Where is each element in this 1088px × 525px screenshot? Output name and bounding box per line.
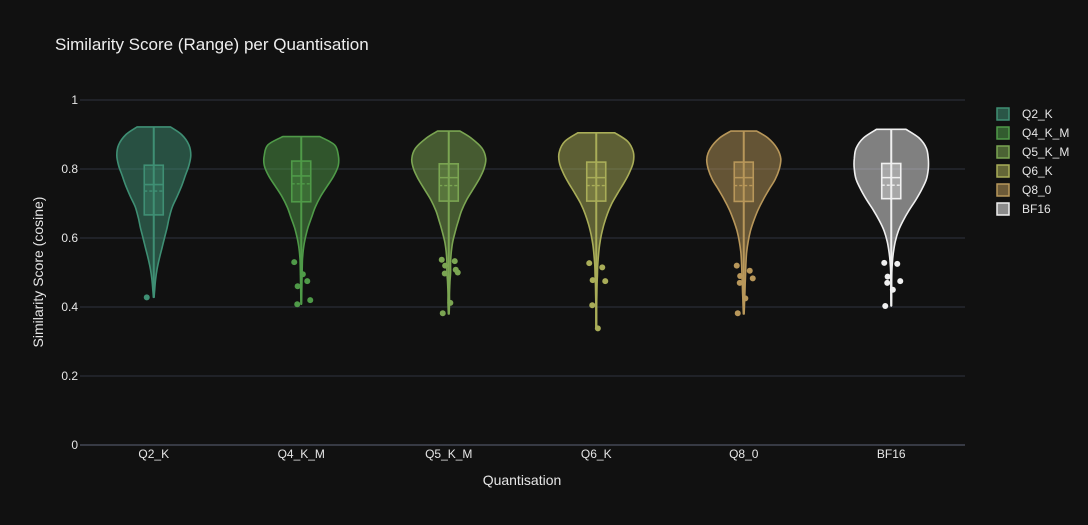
legend-swatch	[996, 126, 1010, 140]
legend-label: Q6_K	[1022, 164, 1053, 178]
legend: Q2_K Q4_K_M Q5_K_M Q6_K Q8_0 BF16	[996, 107, 1069, 216]
outlier-point	[438, 256, 445, 263]
outlier-point	[299, 271, 306, 278]
chart-title: Similarity Score (Range) per Quantisatio…	[55, 35, 369, 54]
box	[290, 160, 312, 203]
legend-item-q4-k-m: Q4_K_M	[996, 126, 1069, 140]
box	[585, 161, 607, 202]
x-tick-label: BF16	[877, 447, 906, 461]
outlier-point	[294, 301, 301, 308]
outlier-point	[602, 278, 609, 285]
outlier-point	[749, 275, 756, 282]
outlier-point	[307, 297, 314, 304]
box	[880, 162, 902, 200]
outlier-point	[742, 295, 749, 302]
legend-item-q8-0: Q8_0	[996, 183, 1052, 197]
outlier-point	[442, 262, 449, 269]
legend-item-q2-k: Q2_K	[996, 107, 1053, 121]
outlier-point	[746, 267, 753, 274]
y-tick-label: 0.6	[61, 231, 78, 245]
y-tick-label: 0.8	[61, 162, 78, 176]
legend-label: Q4_K_M	[1022, 126, 1069, 140]
outlier-point	[441, 270, 448, 277]
outlier-point	[733, 262, 740, 269]
outlier-point	[447, 299, 454, 306]
x-tick-label: Q2_K	[138, 447, 169, 461]
y-tick-label: 0	[71, 438, 78, 452]
outlier-point	[291, 259, 298, 266]
violins-layer	[116, 126, 930, 332]
y-axis-title: Similarity Score (cosine)	[30, 197, 46, 348]
outlier-point	[889, 286, 896, 293]
legend-label: Q5_K_M	[1022, 145, 1069, 159]
outlier-point	[586, 260, 593, 267]
violin-q8-0	[705, 130, 782, 317]
x-tick-label: Q4_K_M	[278, 447, 325, 461]
outlier-point	[589, 302, 596, 309]
outlier-point	[304, 278, 311, 285]
outlier-point	[594, 325, 601, 332]
legend-item-q6-k: Q6_K	[996, 164, 1053, 178]
legend-swatch	[996, 107, 1010, 121]
outlier-point	[881, 259, 888, 266]
outlier-point	[884, 273, 891, 280]
outlier-point	[452, 266, 459, 273]
outlier-point	[143, 294, 150, 301]
violin-q2-k	[116, 126, 192, 301]
box	[733, 161, 755, 203]
legend-label: Q8_0	[1022, 183, 1052, 197]
outlier-point	[897, 278, 904, 285]
outlier-point	[736, 279, 743, 286]
x-axis-title: Quantisation	[483, 472, 562, 488]
y-tick-label: 1	[71, 93, 78, 107]
y-tick-label: 0.4	[61, 300, 78, 314]
box	[438, 163, 460, 202]
box	[143, 164, 165, 216]
outlier-point	[734, 310, 741, 317]
legend-label: BF16	[1022, 202, 1051, 216]
legend-swatch	[996, 145, 1010, 159]
grid-layer	[80, 99, 965, 446]
outlier-point	[737, 272, 744, 279]
outlier-point	[599, 264, 606, 271]
x-tick-label: Q8_0	[729, 447, 759, 461]
legend-swatch	[996, 164, 1010, 178]
legend-label: Q2_K	[1022, 107, 1053, 121]
y-tick-label: 0.2	[61, 369, 78, 383]
legend-swatch	[996, 202, 1010, 216]
outlier-point	[589, 277, 596, 284]
outlier-point	[882, 302, 889, 309]
legend-item-bf16: BF16	[996, 202, 1051, 216]
violin-bf16	[853, 128, 930, 309]
x-axis-ticks: Q2_K Q4_K_M Q5_K_M Q6_K Q8_0 BF16	[138, 447, 906, 461]
violin-q6-k	[557, 132, 635, 332]
outlier-point	[894, 260, 901, 267]
legend-swatch	[996, 183, 1010, 197]
outlier-point	[884, 279, 891, 286]
violin-q4-k-m	[262, 135, 340, 308]
outlier-point	[439, 310, 446, 317]
violin-q5-k-m	[410, 130, 487, 317]
legend-item-q5-k-m: Q5_K_M	[996, 145, 1069, 159]
x-tick-label: Q5_K_M	[425, 447, 472, 461]
outlier-point	[294, 283, 301, 290]
outlier-point	[451, 258, 458, 265]
x-tick-label: Q6_K	[581, 447, 612, 461]
y-axis-ticks: 0 0.2 0.4 0.6 0.8 1	[61, 93, 78, 452]
